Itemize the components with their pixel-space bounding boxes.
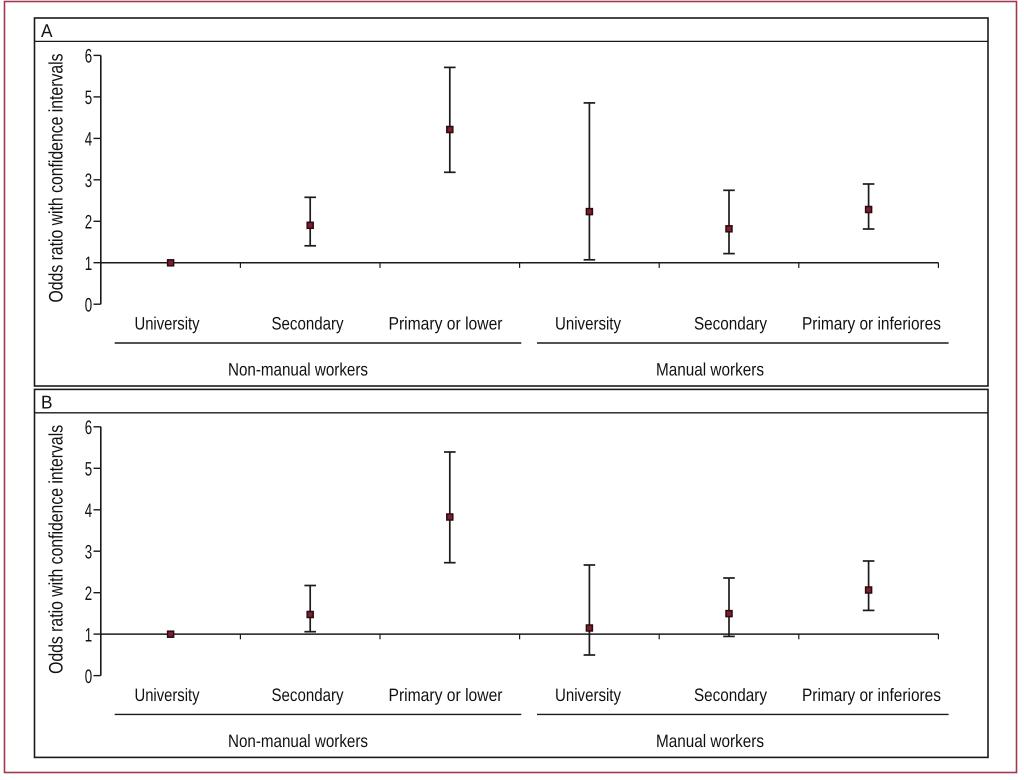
svg-text:0: 0 (85, 666, 92, 688)
svg-text:Primary or inferiores: Primary or inferiores (802, 314, 941, 334)
svg-text:Odds ratio with confidence int: Odds ratio with confidence intervals (46, 425, 68, 674)
svg-text:0: 0 (85, 294, 92, 316)
svg-text:Primary or inferiores: Primary or inferiores (802, 685, 941, 705)
svg-text:A: A (41, 20, 53, 41)
svg-text:Odds ratio with confidence int: Odds ratio with confidence intervals (46, 53, 68, 302)
svg-text:6: 6 (85, 417, 92, 439)
svg-text:1: 1 (85, 253, 92, 275)
svg-text:Secondary: Secondary (694, 685, 767, 705)
svg-text:6: 6 (85, 46, 92, 68)
svg-text:3: 3 (85, 170, 92, 192)
svg-text:3: 3 (85, 541, 92, 563)
svg-text:5: 5 (85, 459, 92, 481)
svg-text:Secondary: Secondary (272, 314, 344, 334)
svg-text:Secondary: Secondary (272, 685, 344, 705)
svg-text:University: University (135, 314, 200, 334)
svg-text:1: 1 (85, 624, 92, 646)
svg-text:B: B (41, 391, 53, 412)
svg-text:2: 2 (85, 212, 92, 234)
svg-text:University: University (555, 314, 621, 334)
svg-text:Non-manual workers: Non-manual workers (228, 360, 368, 380)
svg-text:Non-manual workers: Non-manual workers (228, 731, 368, 751)
svg-text:Manual workers: Manual workers (656, 360, 764, 380)
svg-text:4: 4 (85, 129, 92, 151)
svg-text:2: 2 (85, 583, 92, 605)
svg-text:University: University (135, 685, 200, 705)
svg-text:Primary or lower: Primary or lower (389, 685, 503, 705)
svg-text:Primary or lower: Primary or lower (389, 314, 503, 334)
svg-text:Secondary: Secondary (694, 314, 767, 334)
svg-text:University: University (555, 685, 621, 705)
svg-text:Manual workers: Manual workers (656, 731, 764, 751)
svg-text:5: 5 (85, 87, 92, 109)
svg-text:4: 4 (85, 500, 92, 522)
